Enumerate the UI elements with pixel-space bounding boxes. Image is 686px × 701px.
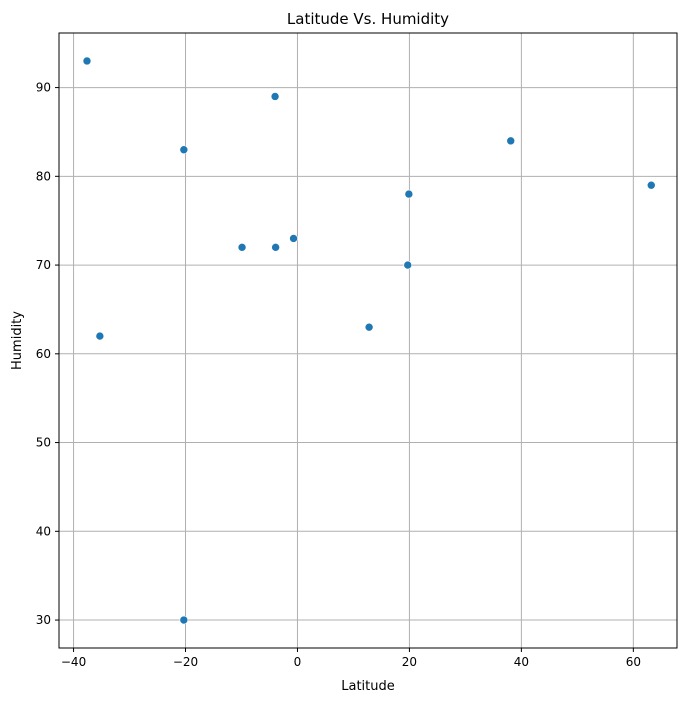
y-tick-label: 40 xyxy=(36,524,51,538)
y-tick-label: 60 xyxy=(36,347,51,361)
x-axis-title: Latitude xyxy=(341,679,395,694)
x-tick-label: 0 xyxy=(294,655,302,669)
y-tick-label: 90 xyxy=(36,81,51,95)
data-point xyxy=(646,180,656,190)
y-axis-ticks: 30 40 50 60 70 80 90 xyxy=(36,81,59,627)
y-axis-title: Humidity xyxy=(10,311,25,370)
x-tick-label: 40 xyxy=(514,655,529,669)
y-tick-label: 30 xyxy=(36,613,51,627)
data-point xyxy=(364,322,374,332)
plot-area-frame xyxy=(58,32,678,649)
y-tick-label: 80 xyxy=(36,169,51,183)
data-point xyxy=(506,136,516,146)
data-point xyxy=(271,243,280,252)
data-point xyxy=(179,145,189,154)
data-point xyxy=(237,243,247,252)
data-point xyxy=(403,260,413,270)
data-point xyxy=(82,56,92,66)
x-tick-label: 60 xyxy=(626,655,641,669)
data-point xyxy=(179,615,189,625)
x-axis-ticks: −40 −20 0 20 40 60 xyxy=(61,648,641,669)
data-point xyxy=(270,92,280,101)
x-gridlines xyxy=(73,33,634,648)
data-point xyxy=(95,331,105,341)
x-tick-label: −40 xyxy=(61,655,86,669)
x-tick-label: −20 xyxy=(173,655,198,669)
data-points xyxy=(82,56,656,625)
data-point xyxy=(289,234,298,243)
y-tick-label: 70 xyxy=(36,258,51,272)
y-gridlines xyxy=(59,87,677,621)
data-point xyxy=(404,189,414,199)
chart-title: Latitude Vs. Humidity xyxy=(287,10,449,28)
y-tick-label: 50 xyxy=(36,436,51,450)
x-tick-label: 20 xyxy=(402,655,417,669)
